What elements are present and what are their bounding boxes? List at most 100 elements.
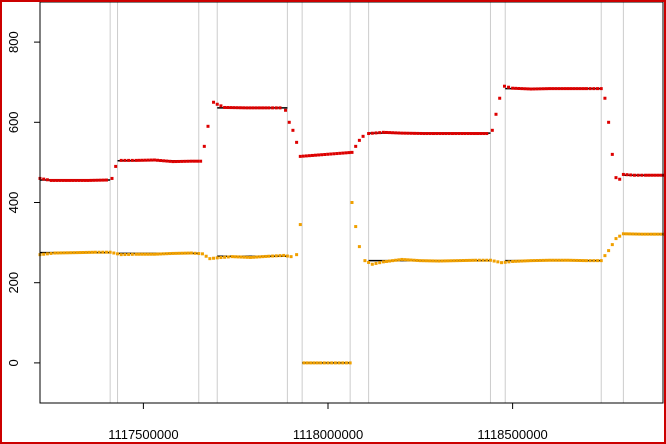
data-point-series-2 [134, 252, 138, 256]
data-point-series-1 [454, 132, 458, 136]
data-point-series-2 [255, 255, 259, 259]
data-point-series-2 [656, 232, 660, 236]
data-point-series-1 [629, 173, 633, 177]
data-point-series-2 [341, 361, 345, 365]
data-point-series-2 [446, 259, 450, 263]
data-point-series-1 [304, 154, 308, 158]
data-point-series-1 [192, 159, 196, 163]
data-point-series-1 [101, 178, 105, 182]
data-point-series-1 [180, 159, 184, 163]
data-point-series-1 [156, 158, 160, 162]
data-point-series-2 [330, 361, 334, 365]
data-point-series-1 [332, 152, 336, 156]
data-point-series-1 [257, 106, 261, 110]
data-point-series-2 [363, 259, 367, 263]
data-point-series-1 [466, 132, 470, 136]
data-point-series-1 [469, 132, 473, 136]
data-point-series-1 [632, 173, 636, 177]
data-point-series-2 [646, 232, 650, 236]
data-point-series-2 [53, 251, 57, 255]
data-point-series-1 [370, 131, 374, 135]
data-point-series-2 [305, 361, 309, 365]
data-point-series-2 [45, 252, 49, 256]
data-point-series-1 [447, 132, 451, 136]
data-point-series-2 [526, 259, 530, 263]
y-tick-label: 400 [6, 192, 21, 214]
data-point-series-2 [264, 254, 268, 258]
data-point-series-1 [603, 96, 607, 100]
data-point-series-1 [171, 160, 175, 164]
data-point-series-2 [403, 258, 407, 262]
data-point-series-1 [394, 131, 398, 135]
data-point-series-1 [86, 178, 90, 182]
data-point-series-1 [409, 131, 413, 135]
data-point-series-2 [618, 234, 622, 238]
data-point-series-2 [391, 259, 395, 263]
data-point-series-1 [271, 106, 275, 110]
data-point-series-2 [544, 258, 548, 262]
data-point-series-2 [258, 255, 262, 259]
data-point-series-2 [81, 250, 85, 254]
data-point-series-2 [223, 255, 227, 259]
data-point-series-1 [640, 173, 644, 177]
data-point-series-2 [208, 257, 212, 261]
data-point-series-1 [114, 164, 118, 168]
data-point-series-1 [511, 86, 515, 90]
data-point-series-2 [233, 255, 237, 259]
y-tick-label: 800 [6, 31, 21, 53]
data-point-series-1 [186, 159, 190, 163]
data-point-series-1 [388, 131, 392, 135]
data-point-series-2 [394, 258, 398, 262]
data-point-series-1 [52, 178, 56, 182]
data-point-series-1 [329, 152, 333, 156]
data-point-series-2 [65, 251, 69, 255]
data-point-series-2 [295, 253, 299, 257]
data-point-series-2 [108, 250, 112, 254]
data-point-series-1 [295, 140, 299, 144]
data-point-series-1 [544, 87, 548, 91]
data-point-series-1 [476, 132, 480, 136]
data-point-series-1 [425, 132, 429, 136]
data-point-series-2 [274, 254, 278, 258]
data-point-series-2 [418, 259, 422, 263]
data-point-series-1 [196, 159, 200, 163]
data-point-series-2 [97, 250, 101, 254]
data-point-series-1 [406, 131, 410, 135]
data-point-series-1 [95, 178, 99, 182]
data-point-series-2 [344, 361, 348, 365]
data-point-series-1 [485, 132, 489, 136]
data-point-series-1 [344, 151, 348, 155]
data-point-series-2 [174, 251, 178, 255]
data-point-series-2 [180, 251, 184, 255]
y-tick-label: 0 [6, 359, 21, 366]
data-point-series-1 [127, 158, 131, 162]
data-point-series-2 [159, 252, 163, 256]
data-point-series-2 [557, 258, 561, 262]
data-point-series-2 [569, 258, 573, 262]
data-point-series-1 [490, 128, 494, 132]
data-point-series-1 [254, 106, 258, 110]
data-point-series-2 [248, 255, 252, 259]
data-point-series-1 [314, 153, 318, 157]
data-point-series-1 [569, 87, 573, 91]
data-point-series-2 [239, 255, 243, 259]
data-point-series-1 [310, 153, 314, 157]
data-point-series-1 [557, 87, 561, 91]
data-point-series-2 [315, 361, 319, 365]
data-point-series-2 [137, 252, 141, 256]
data-point-series-1 [607, 120, 611, 124]
data-point-series-1 [110, 176, 114, 180]
data-point-series-2 [72, 251, 76, 255]
data-point-series-2 [406, 258, 410, 262]
data-point-series-1 [367, 132, 371, 136]
data-point-series-1 [42, 177, 46, 181]
data-point-series-2 [226, 255, 230, 259]
data-point-series-2 [312, 361, 316, 365]
data-point-series-2 [461, 259, 465, 263]
data-point-series-2 [603, 254, 607, 258]
data-point-series-1 [378, 131, 382, 135]
data-point-series-1 [416, 131, 420, 135]
data-point-series-1 [592, 87, 596, 91]
data-point-series-2 [350, 201, 354, 204]
